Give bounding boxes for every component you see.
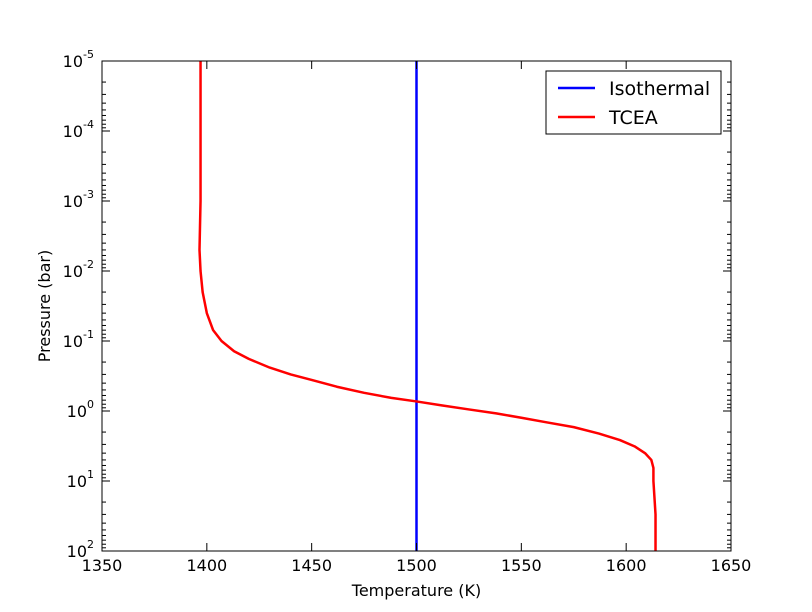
x-tick-label: 1650 bbox=[711, 556, 752, 575]
y-tick-base: 10 bbox=[63, 262, 83, 281]
y-tick-label: 10-1 bbox=[63, 328, 94, 351]
x-tick-label: 1550 bbox=[501, 556, 542, 575]
y-axis-label: Pressure (bar) bbox=[35, 250, 54, 362]
tcea-line bbox=[198, 61, 657, 551]
y-tick-label: 100 bbox=[67, 398, 94, 421]
legend-box bbox=[545, 70, 722, 135]
x-axis-label: Temperature (K) bbox=[351, 581, 481, 600]
x-tick-label: 1500 bbox=[396, 556, 437, 575]
x-tick-label: 1400 bbox=[186, 556, 227, 575]
legend-label-tcea: TCEA bbox=[608, 107, 658, 129]
y-tick-base: 10 bbox=[67, 472, 87, 491]
y-tick-base: 10 bbox=[63, 122, 83, 141]
x-tick-label: 1350 bbox=[82, 556, 123, 575]
y-tick-base: 10 bbox=[63, 192, 83, 211]
y-tick-exponent: -3 bbox=[83, 188, 94, 201]
y-tick-label: 101 bbox=[67, 468, 94, 491]
y-tick-base: 10 bbox=[67, 542, 87, 561]
legend-label-isothermal: Isothermal bbox=[609, 78, 710, 100]
y-tick-exponent: -2 bbox=[83, 258, 94, 271]
y-tick-label: 10-3 bbox=[63, 188, 94, 211]
y-tick-label: 10-5 bbox=[63, 48, 94, 71]
y-tick-base: 10 bbox=[63, 52, 83, 71]
y-tick-exponent: 1 bbox=[87, 468, 94, 481]
y-tick-exponent: -5 bbox=[83, 48, 94, 61]
x-tick-label: 1450 bbox=[291, 556, 332, 575]
x-tick-label: 1600 bbox=[606, 556, 647, 575]
y-tick-exponent: -1 bbox=[83, 328, 94, 341]
y-tick-label: 102 bbox=[67, 538, 94, 561]
y-tick-exponent: -4 bbox=[83, 118, 94, 131]
y-tick-label: 10-2 bbox=[63, 258, 94, 281]
y-tick-label: 10-4 bbox=[63, 118, 94, 141]
y-tick-base: 10 bbox=[63, 332, 83, 351]
y-tick-exponent: 2 bbox=[87, 538, 94, 551]
y-tick-exponent: 0 bbox=[87, 398, 94, 411]
y-tick-base: 10 bbox=[67, 402, 87, 421]
